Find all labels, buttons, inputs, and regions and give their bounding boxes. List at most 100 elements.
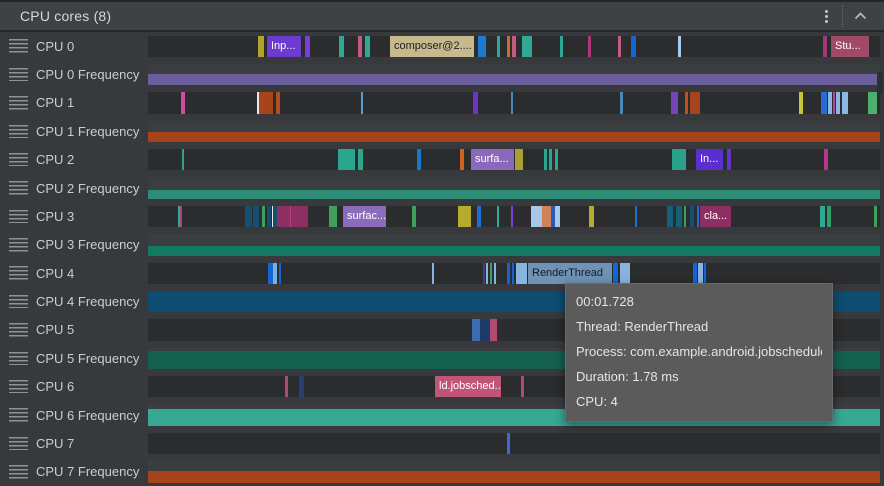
thread-slice[interactable]: [329, 205, 337, 228]
thread-slice[interactable]: [799, 92, 803, 114]
thread-slice[interactable]: [521, 376, 524, 398]
thread-slice[interactable]: [555, 149, 558, 171]
thread-slice[interactable]: [472, 319, 480, 341]
thread-slice[interactable]: [560, 35, 563, 57]
thread-slice[interactable]: [262, 205, 265, 228]
thread-slice[interactable]: [671, 92, 678, 114]
track-header[interactable]: CPU 3 Frequency: [0, 231, 148, 259]
thread-slice[interactable]: [507, 35, 510, 57]
drag-handle-icon[interactable]: [9, 152, 28, 167]
thread-slice[interactable]: [178, 205, 180, 228]
thread-slice[interactable]: [678, 35, 681, 57]
thread-slice[interactable]: [544, 149, 547, 171]
cpu-usage-lane[interactable]: RenderThread: [148, 262, 880, 284]
thread-slice[interactable]: [823, 35, 827, 57]
thread-slice[interactable]: Inp...: [267, 35, 301, 57]
cpu-usage-lane[interactable]: [148, 92, 880, 114]
thread-slice[interactable]: [555, 205, 560, 228]
drag-handle-icon[interactable]: [9, 266, 28, 280]
thread-slice[interactable]: [276, 92, 280, 114]
thread-slice[interactable]: [515, 149, 523, 171]
scrollbar-thumb[interactable]: [877, 71, 883, 95]
thread-slice[interactable]: [497, 205, 499, 228]
thread-slice[interactable]: surfac...: [343, 205, 386, 228]
drag-handle-icon[interactable]: [9, 181, 28, 195]
thread-slice[interactable]: [473, 92, 478, 114]
thread-slice[interactable]: [245, 205, 252, 228]
thread-slice[interactable]: [361, 92, 363, 114]
thread-slice[interactable]: [267, 205, 271, 228]
drag-handle-icon[interactable]: [9, 124, 28, 139]
thread-slice[interactable]: Stu...: [831, 35, 869, 57]
cpu-usage-lane[interactable]: Inp... composer@2.... Stu...: [148, 35, 880, 57]
thread-slice[interactable]: [494, 262, 496, 284]
track-header[interactable]: CPU 3: [0, 202, 148, 230]
thread-slice[interactable]: [697, 205, 699, 228]
thread-slice[interactable]: [522, 35, 532, 57]
drag-handle-icon[interactable]: [9, 96, 28, 110]
thread-slice[interactable]: [511, 92, 513, 114]
thread-slice[interactable]: In...: [696, 149, 723, 171]
drag-handle-icon[interactable]: [9, 39, 28, 53]
thread-slice[interactable]: [635, 205, 637, 228]
thread-slice[interactable]: [417, 149, 421, 171]
thread-slice[interactable]: [588, 35, 591, 57]
thread-slice[interactable]: [589, 205, 594, 228]
thread-slice[interactable]: [458, 205, 471, 228]
thread-slice[interactable]: [868, 92, 877, 114]
drag-handle-icon[interactable]: [9, 294, 28, 309]
thread-slice[interactable]: [305, 35, 310, 57]
thread-slice[interactable]: [258, 35, 264, 57]
thread-slice[interactable]: [460, 149, 464, 171]
thread-slice[interactable]: [727, 149, 731, 171]
thread-slice[interactable]: [690, 92, 700, 114]
track-header[interactable]: CPU 5: [0, 316, 148, 344]
thread-slice[interactable]: [285, 376, 288, 398]
drag-handle-icon[interactable]: [9, 67, 28, 82]
thread-slice[interactable]: [480, 319, 490, 341]
thread-slice[interactable]: composer@2....: [390, 35, 474, 57]
track-header[interactable]: CPU 4 Frequency: [0, 287, 148, 315]
thread-slice[interactable]: [180, 205, 182, 228]
thread-slice[interactable]: [290, 205, 291, 228]
thread-slice[interactable]: [874, 205, 877, 228]
thread-slice[interactable]: [486, 262, 488, 284]
thread-slice[interactable]: [833, 92, 835, 114]
thread-slice[interactable]: [685, 92, 688, 114]
thread-slice[interactable]: RenderThread: [528, 262, 612, 284]
thread-slice[interactable]: [339, 35, 344, 57]
drag-handle-icon[interactable]: [9, 436, 28, 451]
thread-slice[interactable]: [620, 92, 623, 114]
thread-slice[interactable]: [690, 205, 694, 228]
thread-slice[interactable]: [483, 262, 485, 284]
track-header[interactable]: CPU 6: [0, 373, 148, 401]
cpu-frequency-lane[interactable]: [148, 63, 880, 86]
thread-slice[interactable]: [507, 432, 510, 455]
thread-slice[interactable]: [631, 35, 636, 57]
track-header[interactable]: CPU 1 Frequency: [0, 117, 148, 145]
thread-slice[interactable]: [512, 35, 516, 57]
thread-slice[interactable]: [828, 92, 832, 114]
track-header[interactable]: CPU 6 Frequency: [0, 401, 148, 429]
track-header[interactable]: CPU 2: [0, 146, 148, 174]
thread-slice[interactable]: [497, 35, 500, 57]
thread-slice[interactable]: [478, 35, 486, 57]
cpu-frequency-lane[interactable]: [148, 120, 880, 142]
thread-slice[interactable]: [693, 262, 697, 284]
thread-slice[interactable]: [684, 205, 686, 228]
thread-slice[interactable]: [272, 205, 273, 228]
thread-slice[interactable]: [667, 205, 673, 228]
thread-slice[interactable]: surfa...: [471, 149, 514, 171]
thread-slice[interactable]: [477, 205, 481, 228]
cpu-frequency-lane[interactable]: [148, 177, 880, 199]
thread-slice[interactable]: [542, 205, 551, 228]
track-header[interactable]: CPU 0 Frequency: [0, 60, 148, 88]
track-header[interactable]: CPU 7 Frequency: [0, 458, 148, 486]
thread-slice[interactable]: [182, 149, 184, 171]
thread-slice[interactable]: [704, 262, 706, 284]
thread-slice[interactable]: [613, 262, 618, 284]
drag-handle-icon[interactable]: [9, 323, 28, 337]
thread-slice[interactable]: [836, 92, 840, 114]
drag-handle-icon[interactable]: [9, 238, 28, 252]
thread-slice[interactable]: [412, 205, 416, 228]
